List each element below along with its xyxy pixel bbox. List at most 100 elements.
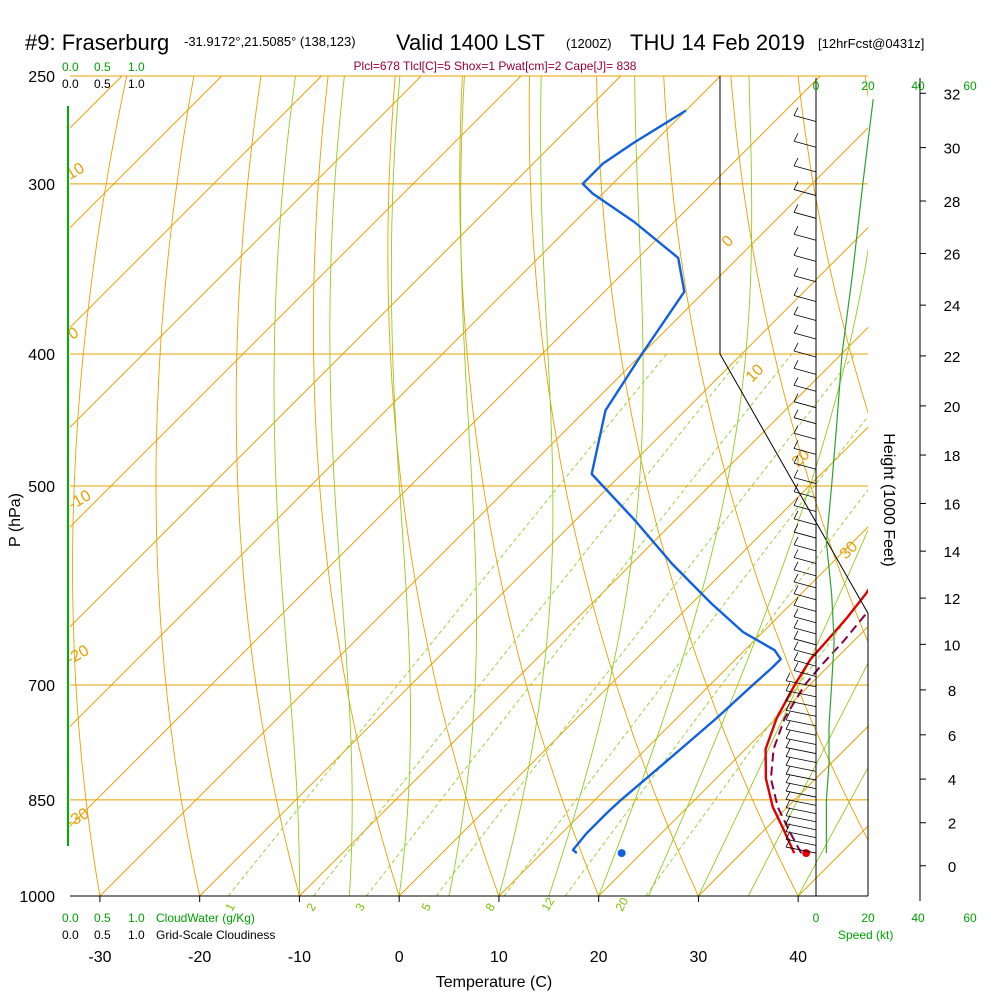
wind-barb-flag xyxy=(793,133,799,142)
cloudiness-tick-top-2: 1.0 xyxy=(128,77,145,91)
mixing-ratio-line xyxy=(435,353,856,896)
x-axis-title: Temperature (C) xyxy=(436,974,552,991)
wind-barb xyxy=(793,477,817,485)
wind-barb-flag xyxy=(793,440,799,449)
plot-frame xyxy=(67,76,921,901)
wind-barb-flag xyxy=(785,799,791,808)
plot-right-edge xyxy=(719,76,869,896)
speed-tick-label-top: 60 xyxy=(963,79,977,93)
wind-barb xyxy=(793,401,817,409)
mixing-ratio-label: 3 xyxy=(352,900,368,913)
station-title: #9: Fraserburg xyxy=(25,30,169,55)
sounding-lines xyxy=(571,109,868,858)
wind-barb-flag xyxy=(785,823,791,832)
wind-barb-flag xyxy=(793,497,799,506)
wind-barb-flag xyxy=(793,549,799,558)
wind-barbs xyxy=(785,99,874,854)
wind-barb xyxy=(793,254,817,262)
cloud-tick-top-0: 0.0 xyxy=(62,60,79,74)
wind-barb-flag xyxy=(785,765,791,775)
wind-barb xyxy=(785,773,817,781)
cloud-water-label: CloudWater (g/Kg) xyxy=(156,911,255,925)
wind-barb-flag xyxy=(793,561,799,571)
wind-barb-flag xyxy=(785,791,791,800)
cloudiness-tick-bottom-0: 0.0 xyxy=(62,928,79,942)
wind-barb-flag xyxy=(793,247,799,256)
temp-tick-label: 20 xyxy=(590,949,608,966)
wind-barb xyxy=(785,738,817,745)
temp-tick-label: -20 xyxy=(188,949,211,966)
wind-barb xyxy=(793,627,817,635)
mixing-ratio-label: 8 xyxy=(482,900,498,913)
isotherm-label: 10 xyxy=(743,361,768,386)
isobar-lines xyxy=(70,75,868,897)
cloudiness-tick-top-1: 0.5 xyxy=(94,77,111,91)
wind-barb-flag xyxy=(793,107,799,116)
mixing-ratio-line xyxy=(503,415,868,896)
temp-tick-label: 30 xyxy=(690,949,708,966)
valid-zulu: (1200Z) xyxy=(566,36,612,51)
dry-adiabat-line xyxy=(932,76,1000,896)
wind-barb-flag xyxy=(793,523,799,533)
height-tick-label: 28 xyxy=(944,194,961,211)
wind-barb xyxy=(793,659,817,667)
wind-barb xyxy=(785,728,817,736)
wind-barb xyxy=(785,747,817,754)
wind-barb-flag xyxy=(793,306,799,315)
cloud-tick-bottom-1: 0.5 xyxy=(94,911,111,925)
wind-barb-flag xyxy=(785,730,791,739)
wind-barb-flag xyxy=(785,702,791,711)
wind-barb xyxy=(785,756,817,763)
isotherm-label: 30 xyxy=(837,538,862,563)
cloud-tick-top-2: 1.0 xyxy=(128,60,145,74)
wind-barb xyxy=(785,782,817,790)
wind-barb xyxy=(793,505,817,512)
moist-adiabat-line xyxy=(448,76,477,896)
speed-tick-label-top: 20 xyxy=(861,79,875,93)
wind-barb xyxy=(785,764,817,772)
wind-barb-flag xyxy=(793,324,799,334)
wind-barb xyxy=(793,518,817,526)
pressure-tick-label: 1000 xyxy=(19,889,55,906)
wind-barb xyxy=(785,700,817,707)
wind-barb-flag xyxy=(793,585,799,594)
wind-barb-flag xyxy=(793,287,799,296)
wind-barb-flag xyxy=(785,757,791,766)
wind-barb-flag xyxy=(793,469,799,478)
valid-date: THU 14 Feb 2019 xyxy=(630,30,805,55)
temp-tick-label: 0 xyxy=(395,949,404,966)
wind-barb xyxy=(793,448,817,455)
wind-barb-flag xyxy=(793,651,799,661)
dry-adiabat-line xyxy=(596,76,799,896)
cloud-tick-bottom-0: 0.0 xyxy=(62,911,79,925)
height-tick-label: 6 xyxy=(948,728,956,745)
wind-barb-flag xyxy=(793,455,799,464)
mixing-ratio-label: 20 xyxy=(612,895,631,914)
wind-barb-flag xyxy=(793,226,799,235)
wind-barb xyxy=(785,846,817,854)
wind-barb xyxy=(785,719,817,727)
wind-barb xyxy=(793,544,817,552)
mixing-ratio-label: 5 xyxy=(418,900,434,913)
mixing-ratio-line xyxy=(366,353,793,896)
wind-barb-flag xyxy=(793,619,799,629)
temp-tick-label: -10 xyxy=(288,949,311,966)
wind-barb-flag xyxy=(793,204,799,213)
wind-barb xyxy=(793,115,817,122)
wind-barb-flag xyxy=(793,483,799,492)
forecast-info: [12hrFcst@0431z] xyxy=(818,36,924,51)
parcel-line xyxy=(769,609,868,854)
dry-adiabat-line xyxy=(387,76,500,896)
wind-barb-flag xyxy=(793,425,799,434)
isotherm-label: 10 xyxy=(64,160,88,184)
wind-barb-flag xyxy=(785,782,791,792)
wind-barb xyxy=(793,491,817,499)
height-tick-label: 14 xyxy=(944,544,961,561)
height-tick-label: 20 xyxy=(944,399,961,416)
wind-barb xyxy=(793,233,817,241)
pressure-tick-label: 250 xyxy=(28,69,55,86)
wind-barb xyxy=(793,581,817,589)
wind-barb xyxy=(793,275,817,283)
